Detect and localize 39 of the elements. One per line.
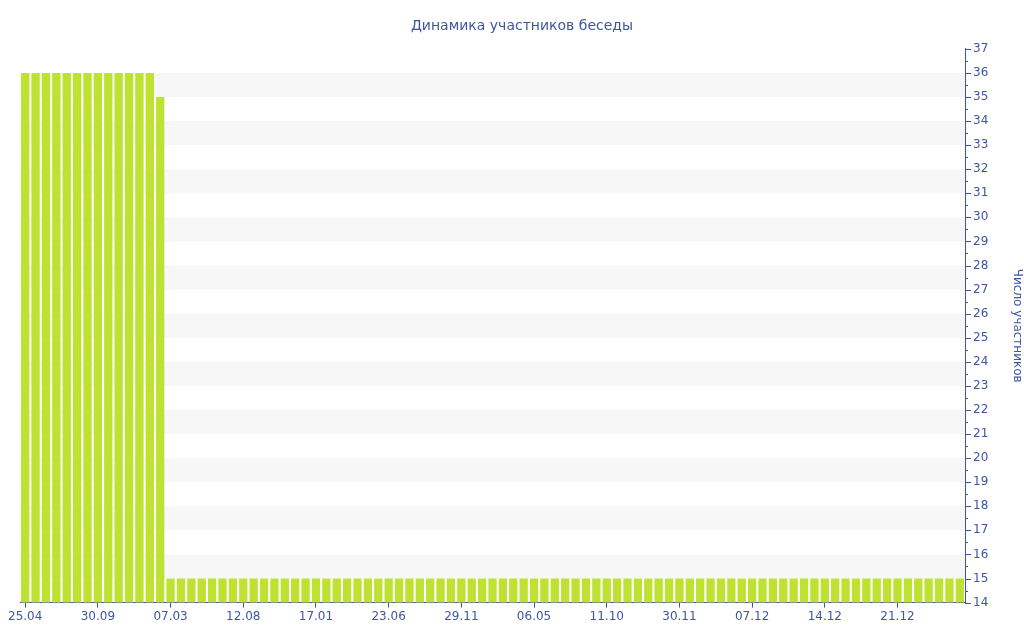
x-tick-label: 07.03: [153, 608, 188, 623]
x-tick-label: 30.09: [80, 608, 116, 623]
x-tick-label: 17.01: [298, 608, 334, 623]
y-tick-label: 31: [973, 185, 989, 200]
y-tick-label: 34: [973, 113, 989, 128]
y-tick-label: 37: [973, 40, 989, 55]
y-tick-label: 20: [973, 450, 989, 465]
y-tick-label: 23: [973, 378, 989, 393]
y-tick-label: 15: [973, 570, 989, 585]
y-tick-label: 33: [973, 137, 989, 152]
y-tick-label: 21: [973, 426, 989, 441]
x-tick-label: 21.12: [880, 608, 915, 623]
y-tick-label: 26: [973, 305, 989, 320]
y-tick-label: 27: [973, 281, 989, 296]
x-tick-label: 14.12: [807, 608, 842, 623]
y-tick-label: 19: [973, 474, 989, 489]
x-tick-label: 23.06: [371, 608, 406, 623]
x-tick-label: 25.04: [8, 608, 43, 623]
x-tick-label: 30.11: [662, 608, 697, 623]
y-tick-label: 29: [973, 233, 989, 248]
y-tick-label: 35: [973, 89, 989, 104]
y-tick-label: 30: [973, 209, 989, 224]
y-tick-label: 25: [973, 329, 989, 344]
x-tick-label: 11.10: [589, 608, 624, 623]
x-tick-label: 29.11: [444, 608, 479, 623]
y-tick-label: 22: [973, 402, 989, 417]
x-tick-label: 06.05: [516, 608, 552, 623]
y-tick-label: 18: [973, 498, 989, 513]
y-tick-label: 14: [973, 594, 989, 609]
y-tick-label: 28: [973, 257, 989, 272]
y-tick-label: 24: [973, 353, 989, 368]
x-tick-label: 12.08: [226, 608, 261, 623]
y-tick-label: 32: [973, 161, 989, 176]
y-tick-label: 17: [973, 522, 989, 537]
chart-title: Динамика участников беседы: [410, 17, 634, 34]
x-tick-label: 07.12: [734, 608, 770, 623]
y-tick-label: 36: [973, 65, 989, 79]
y-axis-title: Число участников: [1010, 268, 1024, 383]
y-tick-label: 16: [973, 546, 989, 561]
